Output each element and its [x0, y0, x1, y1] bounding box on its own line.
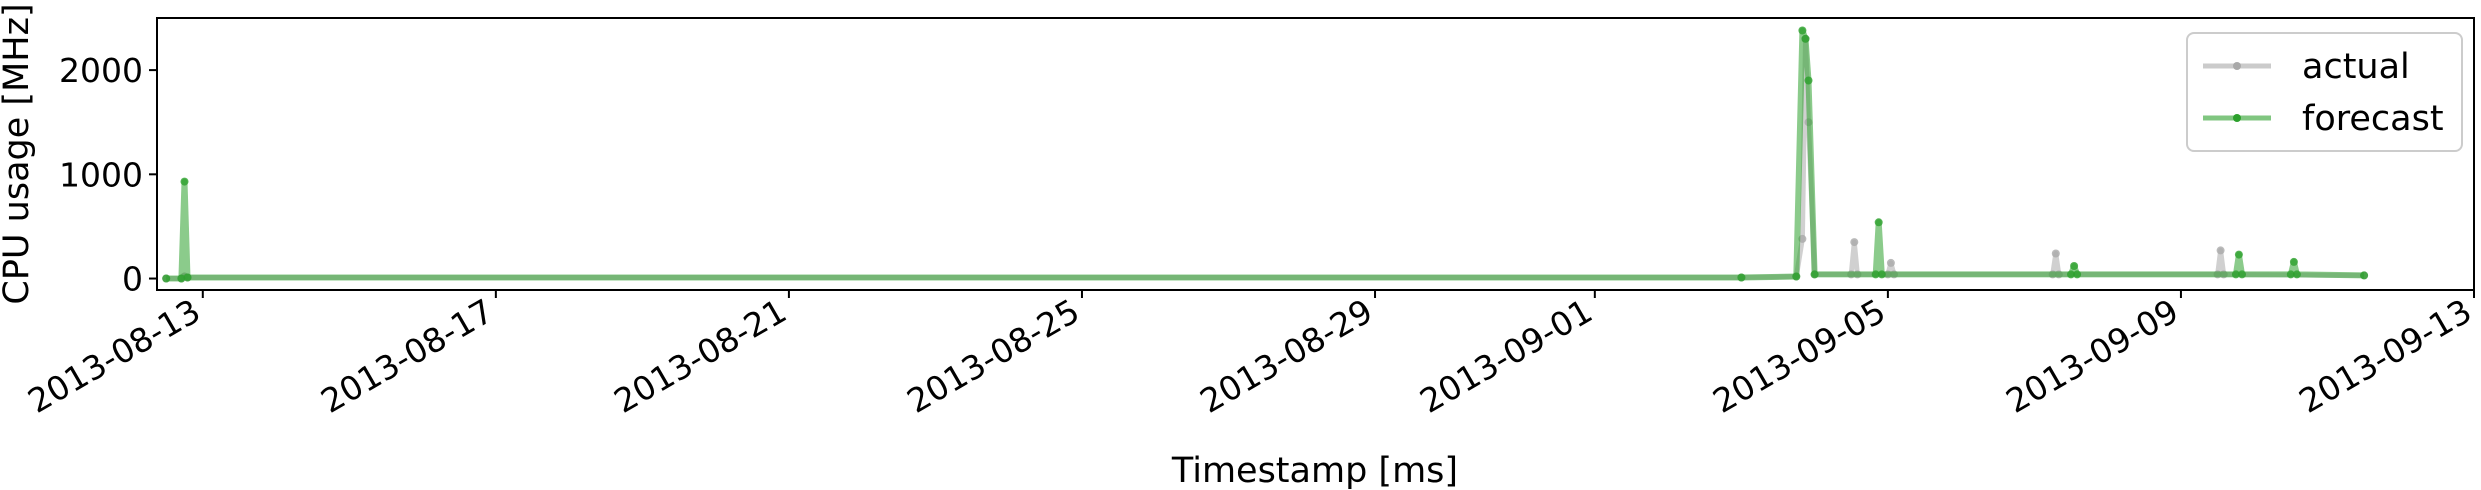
legend-marker-actual	[2233, 62, 2241, 70]
x-axis: 2013-08-13 2013-08-17 2013-08-21 2013-08-25…	[21, 290, 2478, 421]
legend-marker-forecast	[2233, 114, 2241, 122]
x-tick-label-7: 2013-09-09	[1999, 291, 2185, 421]
data-point-forecast-4	[1737, 273, 1746, 282]
y-axis: 0 1000 2000	[59, 51, 157, 299]
data-point-forecast-10	[1871, 270, 1880, 279]
legend-label-actual: actual	[2302, 47, 2410, 87]
legend-frame	[2186, 32, 2463, 152]
data-point-forecast-6	[1798, 26, 1807, 35]
data-point-forecast-1	[177, 274, 186, 283]
data-point-actual-6	[1798, 234, 1807, 243]
x-tick-label-8: 2013-09-13	[2292, 291, 2478, 421]
y-axis-label: CPU usage [MHz]	[0, 3, 37, 304]
data-point-actual-20	[2216, 246, 2225, 255]
x-tick-label-4: 2013-08-29	[1193, 291, 1379, 421]
x-tick-label-6: 2013-09-05	[1706, 291, 1892, 421]
data-point-forecast-20	[2289, 257, 2298, 266]
data-point-forecast-8	[1804, 76, 1813, 85]
data-point-forecast-9	[1810, 270, 1819, 279]
data-point-forecast-12	[1877, 270, 1886, 279]
data-point-actual-11	[1850, 238, 1859, 247]
x-tick-label-3: 2013-08-25	[900, 291, 1086, 421]
data-point-forecast-15	[2073, 270, 2082, 279]
data-point-forecast-22	[2360, 271, 2369, 280]
series-line-forecast	[166, 27, 2365, 282]
data-point-forecast-2	[180, 177, 189, 186]
data-point-forecast-5	[1792, 272, 1801, 281]
data-point-forecast-11	[1874, 218, 1883, 227]
y-tick-label-2: 2000	[59, 51, 143, 90]
data-point-forecast-19	[2286, 270, 2295, 279]
data-point-forecast-3	[183, 273, 192, 282]
legend-label-forecast: forecast	[2302, 99, 2444, 139]
data-point-actual-14	[1886, 258, 1895, 267]
data-point-forecast-14	[2070, 262, 2079, 270]
x-tick-label-0: 2013-08-13	[21, 291, 207, 421]
y-tick-label-1: 1000	[59, 155, 143, 194]
data-point-forecast-16	[2231, 270, 2240, 279]
data-point-forecast-21	[2292, 270, 2301, 279]
series-line-actual	[166, 36, 2365, 281]
data-point-forecast-13	[2067, 270, 2075, 279]
y-tick-label-0: 0	[122, 260, 143, 299]
legend: actual forecast	[2186, 32, 2463, 152]
data-point-forecast-7	[1801, 34, 1810, 43]
data-point-forecast-18	[2238, 270, 2246, 279]
x-tick-label-1: 2013-08-17	[314, 291, 500, 421]
data-point-actual-17	[2051, 249, 2060, 258]
plot-frame	[156, 17, 2475, 291]
plot-area	[162, 26, 2369, 283]
data-point-forecast-17	[2234, 250, 2243, 259]
x-tick-label-2: 2013-08-21	[607, 291, 793, 421]
x-axis-label: Timestamp [ms]	[1171, 451, 1458, 490]
x-tick-label-5: 2013-09-01	[1413, 291, 1599, 421]
data-point-forecast-0	[162, 274, 171, 283]
